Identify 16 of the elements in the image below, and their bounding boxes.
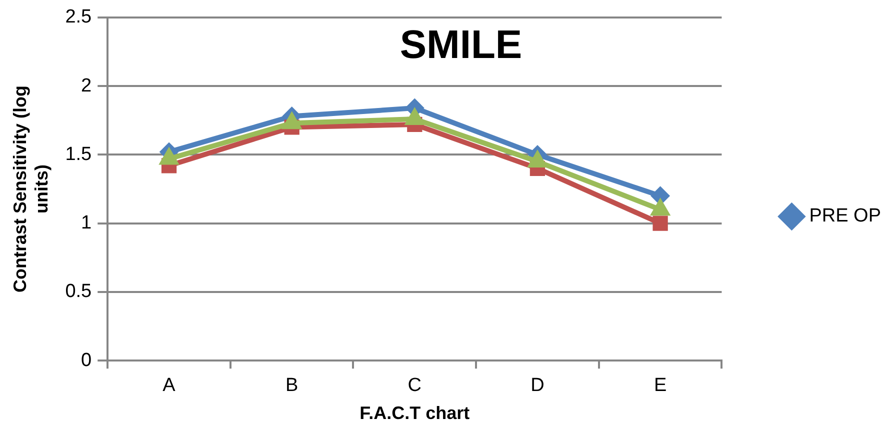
legend-label: PRE OP: [809, 206, 882, 227]
y-tick-label: 1: [81, 212, 92, 234]
y-tick-label: 0.5: [65, 281, 92, 302]
x-tick-label: A: [162, 375, 176, 396]
y-tick-label: 1.5: [65, 144, 92, 165]
y-axis-title: Contrast Sensitivity (log units): [10, 85, 52, 293]
x-tick-label: D: [530, 375, 544, 396]
y-tick-label: 2: [81, 75, 92, 96]
x-tick-label: E: [654, 375, 667, 396]
x-tick-label: B: [285, 375, 298, 396]
y-tick-label: 0: [81, 350, 92, 371]
x-axis-title: F.A.C.T chart: [360, 403, 470, 424]
point: [652, 216, 668, 231]
x-tick-label: C: [408, 375, 422, 396]
chart-title: SMILE: [398, 22, 524, 68]
y-tick-label: 2.5: [65, 6, 92, 28]
